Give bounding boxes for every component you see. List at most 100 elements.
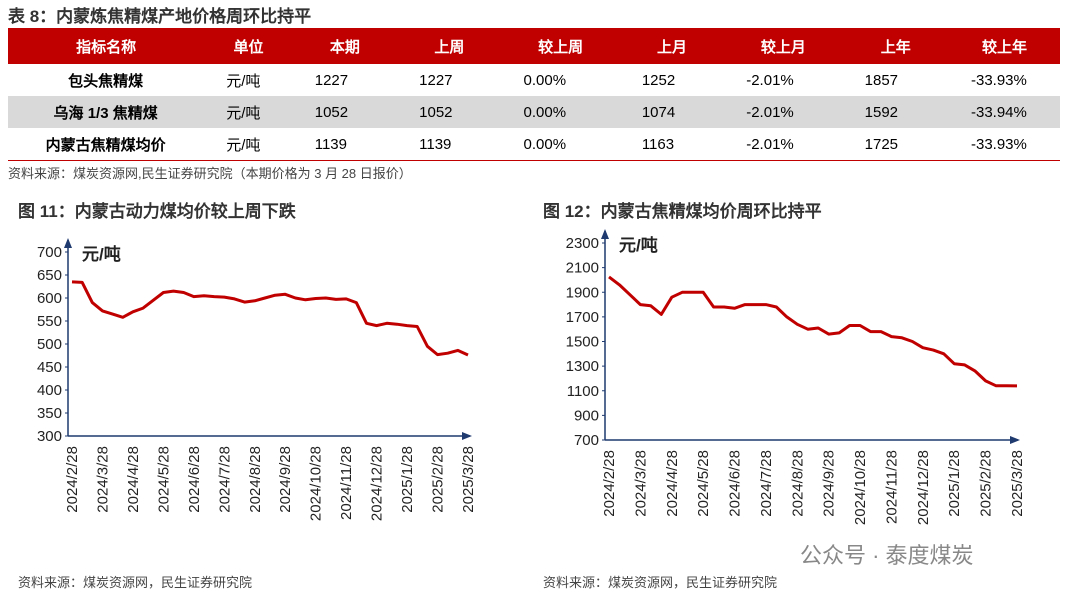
table-cell: 0.00% xyxy=(523,71,567,89)
axis-arrow xyxy=(64,238,72,248)
table-cell: 1074 xyxy=(619,96,725,128)
chart-title: 图 11：内蒙古动力煤均价较上周下跌 xyxy=(18,202,296,221)
x-tick-label: 2024/4/28 xyxy=(664,450,681,517)
x-tick-label: 2024/5/28 xyxy=(155,446,172,513)
y-tick-label: 400 xyxy=(37,382,62,399)
header-cell: 上周 xyxy=(397,28,502,64)
chart-title: 图 12：内蒙古焦精煤均价周环比持平 xyxy=(543,202,822,221)
y-tick-label: 2300 xyxy=(566,235,599,252)
table-cell: -2.01% xyxy=(724,96,843,128)
x-tick-label: 2025/3/28 xyxy=(1009,450,1026,517)
y-tick-label: 1300 xyxy=(566,358,599,375)
x-tick-label: 2024/11/28 xyxy=(338,446,355,520)
table-source: 资料来源：煤炭资源网,民生证券研究院（本期价格为 3 月 28 日报价） xyxy=(8,166,412,181)
header-cell: 本期 xyxy=(292,28,398,64)
table-row: 乌海 1/3 焦精煤 元/吨 1052 1052 0.00% 1074 -2.01% 1592… xyxy=(8,96,1060,128)
y-tick-label: 1700 xyxy=(566,309,599,326)
y-tick-label: 2100 xyxy=(566,260,599,277)
y-axis-label: 元/吨 xyxy=(82,244,121,264)
y-tick-label: 550 xyxy=(37,313,62,330)
y-tick-label: 650 xyxy=(37,267,62,284)
table-cell: -2.01% xyxy=(724,128,843,161)
x-tick-label: 2024/6/28 xyxy=(186,446,203,513)
table-row: 包头焦精煤 元/吨 1227 1227 0.00% 1252 -2.01% 1857 -33.9… xyxy=(8,64,1060,96)
price-table: 指标名称 单位 本期 上周 较上周 上月 较上月 上年 较上年 包头焦精煤 元/吨 1227 1227 0… xyxy=(8,28,1060,161)
table-cell: 1227 xyxy=(314,71,349,89)
line-series xyxy=(608,275,1018,388)
y-tick-label: 300 xyxy=(37,428,62,445)
header-cell: 指标名称 xyxy=(8,28,205,64)
y-tick-label: 700 xyxy=(574,432,599,449)
x-tick-label: 2024/11/28 xyxy=(883,450,900,524)
y-tick-label: 1100 xyxy=(567,383,599,400)
header-cell: 上年 xyxy=(842,28,949,64)
x-tick-label: 2024/3/28 xyxy=(632,450,649,517)
x-tick-label: 2025/1/28 xyxy=(946,450,963,517)
table-cell: -2.01% xyxy=(746,71,794,89)
axis-arrow xyxy=(462,432,472,440)
table-cell: -33.93% xyxy=(948,128,1060,161)
header-cell: 上月 xyxy=(619,28,725,64)
x-tick-label: 2024/10/28 xyxy=(308,446,325,521)
table-cell: 1227 xyxy=(419,71,453,89)
y-tick-label: 600 xyxy=(37,290,62,307)
table-cell: 1252 xyxy=(641,71,676,89)
x-tick-label: 2024/7/28 xyxy=(216,446,233,513)
y-tick-label: 900 xyxy=(574,407,599,424)
table-cell: 0.00% xyxy=(501,96,620,128)
header-row: 指标名称 单位 本期 上周 较上周 上月 较上月 上年 较上年 xyxy=(8,28,1060,64)
x-tick-label: 2024/9/28 xyxy=(277,446,294,513)
table-title: 表 8：内蒙炼焦精煤产地价格周环比持平 xyxy=(8,7,312,26)
x-tick-label: 2024/4/28 xyxy=(125,446,142,513)
y-tick-label: 350 xyxy=(37,405,62,422)
table-cell: 内蒙古焦精煤均价 xyxy=(8,128,205,161)
x-tick-label: 2024/6/28 xyxy=(727,450,744,517)
chart-source: 资料来源：煤炭资源网，民生证券研究院 xyxy=(18,575,253,590)
x-tick-label: 2025/3/28 xyxy=(460,446,477,513)
table-cell: 乌海 1/3 焦精煤 xyxy=(8,96,205,128)
y-axis-label: 元/吨 xyxy=(619,235,658,255)
chart-source: 资料来源：煤炭资源网，民生证券研究院 xyxy=(543,575,778,590)
x-tick-label: 2024/7/28 xyxy=(758,450,775,517)
table-row: 内蒙古焦精煤均价 元/吨 1139 1139 0.00% 1163 -2.01% 1725 -3… xyxy=(8,128,1060,161)
table-cell: 包头焦精煤 xyxy=(68,72,144,90)
table-cell: 1139 xyxy=(292,128,398,161)
x-tick-label: 2024/12/28 xyxy=(915,450,932,525)
table-cell: 1163 xyxy=(619,128,725,161)
table-cell: 1857 xyxy=(864,71,899,89)
x-tick-label: 2025/1/28 xyxy=(399,446,416,513)
header-cell: 较上月 xyxy=(724,28,843,64)
x-tick-label: 2024/8/28 xyxy=(247,446,264,513)
x-tick-label: 2024/10/28 xyxy=(852,450,869,525)
x-tick-label: 2024/8/28 xyxy=(789,450,806,517)
table-cell: 元/吨 xyxy=(204,128,293,161)
table-cell: -33.93% xyxy=(970,71,1027,89)
axis-arrow xyxy=(601,229,609,239)
table-cell: 1052 xyxy=(397,96,502,128)
table-cell: 1592 xyxy=(842,96,949,128)
x-tick-label: 2025/2/28 xyxy=(430,446,447,513)
line-series xyxy=(71,280,469,357)
header-cell: 较上年 xyxy=(948,28,1060,64)
table-cell: 元/吨 xyxy=(204,96,293,128)
table-cell: -33.94% xyxy=(948,96,1060,128)
axis-arrow xyxy=(1010,436,1020,444)
table-cell: 1725 xyxy=(842,128,949,161)
header-cell: 单位 xyxy=(204,28,293,64)
y-tick-label: 500 xyxy=(37,336,62,353)
x-tick-label: 2024/9/28 xyxy=(821,450,838,517)
table-cell: 0.00% xyxy=(501,128,620,161)
table-cell: 1052 xyxy=(292,96,398,128)
x-tick-label: 2024/3/28 xyxy=(94,446,111,513)
x-tick-label: 2024/2/28 xyxy=(64,446,81,513)
x-tick-label: 2024/2/28 xyxy=(601,450,618,517)
table-cell: 元/吨 xyxy=(226,72,261,90)
x-tick-label: 2025/2/28 xyxy=(978,450,995,517)
y-tick-label: 1900 xyxy=(566,284,599,301)
y-tick-label: 1500 xyxy=(566,334,599,351)
y-tick-label: 450 xyxy=(37,359,62,376)
y-tick-label: 700 xyxy=(37,244,62,261)
x-tick-label: 2024/5/28 xyxy=(695,450,712,517)
